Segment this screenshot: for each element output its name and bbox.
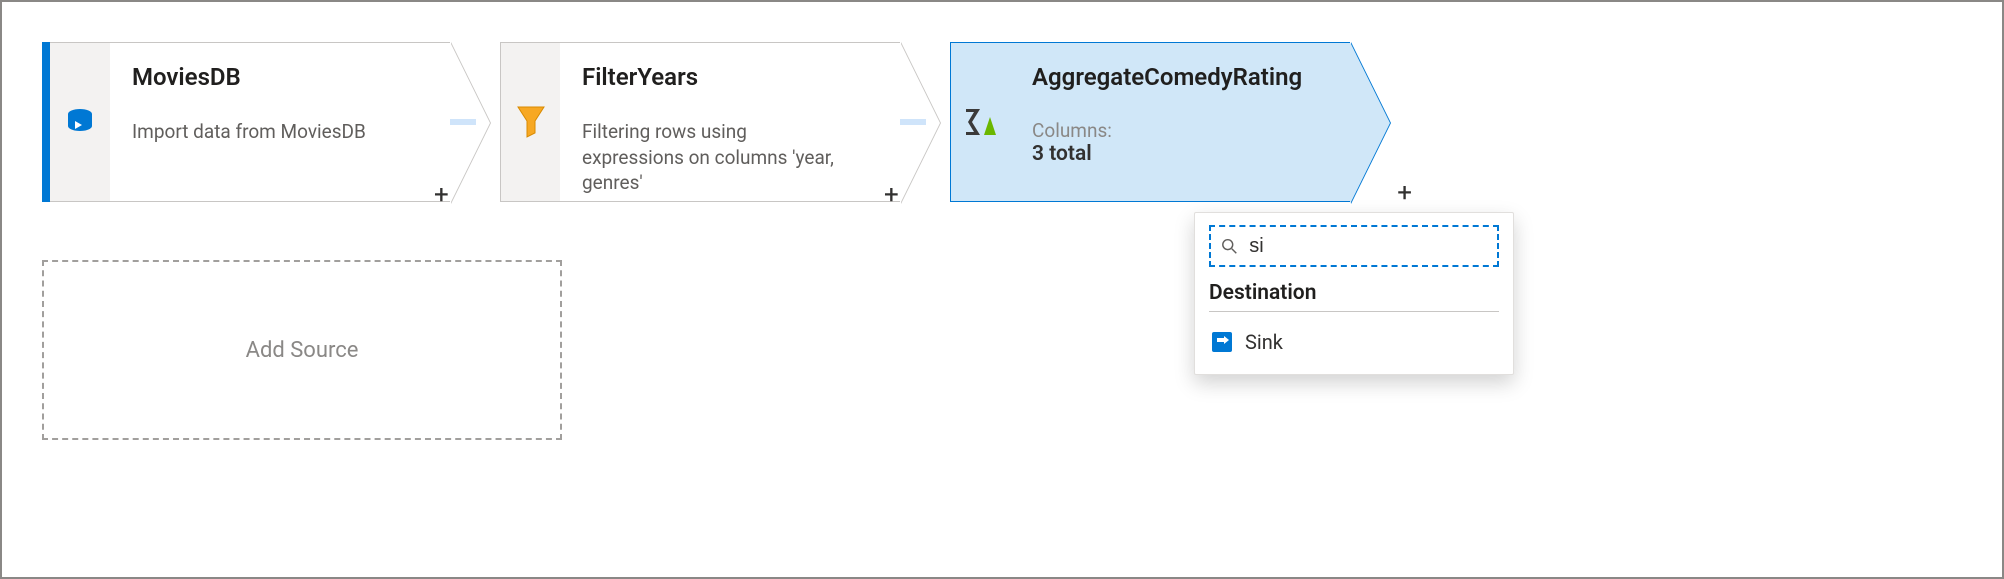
search-box[interactable] [1209,225,1499,267]
connector: + [900,42,926,202]
columns-label: Columns: [1032,119,1288,142]
node-body: AggregateComedyRating Columns: 3 total [1010,42,1310,202]
sink-icon [1211,331,1233,353]
node-filteryears[interactable]: FilterYears Filtering rows using express… [500,42,900,202]
node-title: MoviesDB [132,63,388,91]
flow-row: MoviesDB Import data from MoviesDB + Fil… [42,42,1350,202]
add-source-label: Add Source [246,338,359,363]
node-title: FilterYears [582,63,838,91]
add-step-button[interactable]: + [434,182,449,208]
node-body: MoviesDB Import data from MoviesDB [110,42,410,202]
node-columns: Columns: 3 total [1032,119,1288,166]
source-accent-bar [42,42,50,202]
node-handle[interactable] [500,42,560,202]
funnel-icon [516,105,546,139]
node-body: FilterYears Filtering rows using express… [560,42,860,202]
popup-item-sink[interactable]: Sink [1209,326,1499,358]
node-aggregatecomedyrating[interactable]: AggregateComedyRating Columns: 3 total + [950,42,1350,202]
popup-item-label: Sink [1245,330,1283,354]
node-tail [1310,42,1350,202]
add-step-button[interactable]: + [1397,178,1412,208]
node-moviesdb[interactable]: MoviesDB Import data from MoviesDB [42,42,450,202]
node-description: Filtering rows using expressions on colu… [582,119,838,196]
popup-section-heading: Destination [1209,281,1499,312]
node-title: AggregateComedyRating [1032,63,1288,91]
dataflow-canvas: MoviesDB Import data from MoviesDB + Fil… [0,0,2004,579]
node-description: Import data from MoviesDB [132,119,388,145]
sigma-icon [964,107,998,137]
add-source-button[interactable]: Add Source [42,260,562,440]
node-handle[interactable] [50,42,110,202]
connector: + [450,42,476,202]
database-icon [63,105,97,139]
node-handle[interactable] [950,42,1010,202]
transformation-picker-popup: Destination Sink [1194,212,1514,375]
add-step-button[interactable]: + [884,182,899,208]
search-input[interactable] [1247,234,1487,259]
node-tail [860,42,900,202]
node-tail [410,42,450,202]
columns-value: 3 total [1032,142,1288,166]
search-icon [1221,237,1237,255]
